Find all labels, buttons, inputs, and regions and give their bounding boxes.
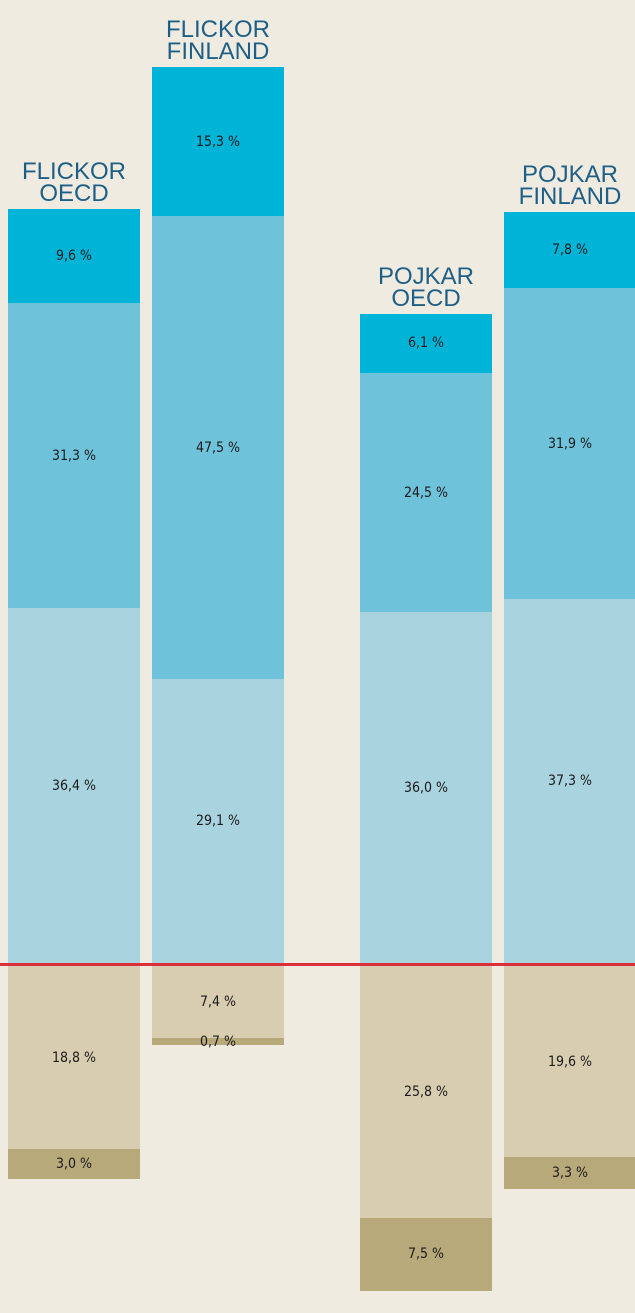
bar-segment bbox=[360, 966, 492, 1218]
data-label: 24,5 % bbox=[403, 484, 448, 501]
data-label: 47,5 % bbox=[195, 439, 240, 456]
category-label: POJKAR OECD bbox=[377, 262, 475, 312]
data-label: 18,8 % bbox=[51, 1049, 96, 1066]
data-label: 9,6 % bbox=[56, 248, 92, 265]
category-label: FLICKOR OECD bbox=[21, 158, 126, 208]
bar-segment bbox=[8, 209, 140, 303]
bar-segment bbox=[152, 679, 284, 963]
bar-segment bbox=[504, 288, 635, 600]
data-label: 7,5 % bbox=[408, 1246, 444, 1263]
bar-segment bbox=[152, 66, 284, 217]
bar-segment bbox=[360, 373, 492, 612]
data-label: 31,3 % bbox=[51, 447, 96, 464]
data-label: 25,8 % bbox=[403, 1083, 448, 1100]
data-label: 31,9 % bbox=[547, 435, 592, 452]
category-label: FLICKOR FINLAND bbox=[165, 15, 270, 65]
bar-segment bbox=[8, 966, 140, 1150]
data-label: 36,4 % bbox=[51, 777, 96, 794]
data-label: 0,7 % bbox=[200, 1033, 236, 1050]
bar-segment bbox=[504, 1157, 635, 1190]
data-label: 3,3 % bbox=[552, 1165, 588, 1182]
bar-segment bbox=[8, 1149, 140, 1179]
bar-segment bbox=[152, 966, 284, 1039]
data-label: 37,3 % bbox=[547, 773, 592, 790]
category-label: POJKAR FINLAND bbox=[518, 161, 622, 211]
bar-segment bbox=[504, 212, 635, 289]
bar-segment bbox=[504, 599, 635, 963]
data-label: 7,4 % bbox=[200, 994, 236, 1011]
bar-segment bbox=[152, 216, 284, 680]
bar-segment bbox=[8, 302, 140, 609]
baseline bbox=[0, 963, 635, 966]
data-label: 7,8 % bbox=[552, 242, 588, 259]
bar-segment bbox=[504, 966, 635, 1158]
data-label: 6,1 % bbox=[408, 335, 444, 352]
data-label: 15,3 % bbox=[195, 133, 240, 150]
bar-segment bbox=[360, 1217, 492, 1291]
bar-segment bbox=[152, 1038, 284, 1045]
data-label: 29,1 % bbox=[195, 813, 240, 830]
data-label: 36,0 % bbox=[403, 779, 448, 796]
bar-segment bbox=[8, 608, 140, 963]
bar-segment bbox=[360, 313, 492, 374]
data-label: 19,6 % bbox=[547, 1053, 592, 1070]
bar-segment bbox=[360, 612, 492, 963]
data-label: 3,0 % bbox=[56, 1155, 92, 1172]
